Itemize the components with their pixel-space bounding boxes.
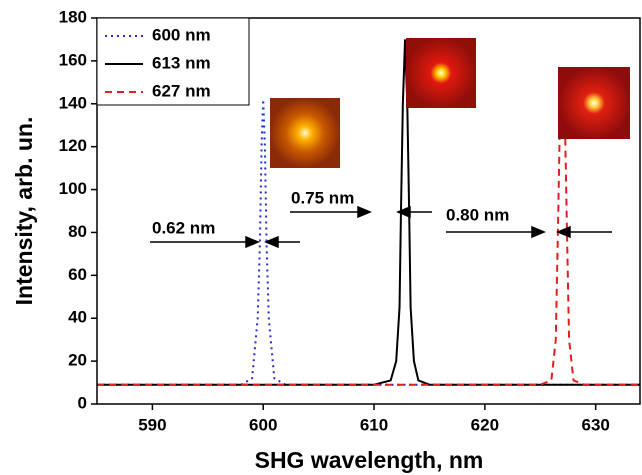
x-tick-label: 610 <box>360 415 388 434</box>
y-axis-title: Intensity, arb. un. <box>11 117 37 306</box>
annotation: 0.75 nm <box>291 188 354 207</box>
legend-label: 627 nm <box>152 81 211 100</box>
series-line <box>97 99 640 386</box>
y-tick-label: 120 <box>59 136 87 155</box>
y-tick-label: 60 <box>68 265 87 284</box>
axes-frame <box>96 17 641 405</box>
annotation: 0.80 nm <box>446 205 509 224</box>
legend-box <box>96 17 250 106</box>
inset-image <box>270 98 340 168</box>
y-tick-label: 0 <box>78 393 87 412</box>
y-tick-label: 100 <box>59 179 87 198</box>
legend-label: 600 nm <box>152 25 211 44</box>
y-tick-label: 20 <box>68 351 87 370</box>
annotation: 0.62 nm <box>152 218 215 237</box>
legend-label: 613 nm <box>152 53 211 72</box>
inset-image <box>406 38 476 108</box>
y-tick-label: 40 <box>68 308 87 327</box>
x-tick-label: 630 <box>581 415 609 434</box>
inset-image <box>558 67 630 139</box>
y-tick-label: 180 <box>59 7 87 26</box>
series-line <box>97 39 640 386</box>
x-tick-label: 600 <box>249 415 277 434</box>
y-tick-label: 140 <box>59 93 87 112</box>
y-tick-label: 160 <box>59 50 87 69</box>
annotation-arrows <box>150 205 612 249</box>
plot-area: 0 20 40 60 80 100 120 140 160 180 590 600 610 620 630 6… <box>59 7 641 434</box>
y-tick-label: 80 <box>68 222 87 241</box>
x-tick-label: 590 <box>138 415 166 434</box>
x-axis-title: SHG wavelength, nm <box>255 447 484 473</box>
x-tick-label: 620 <box>471 415 499 434</box>
